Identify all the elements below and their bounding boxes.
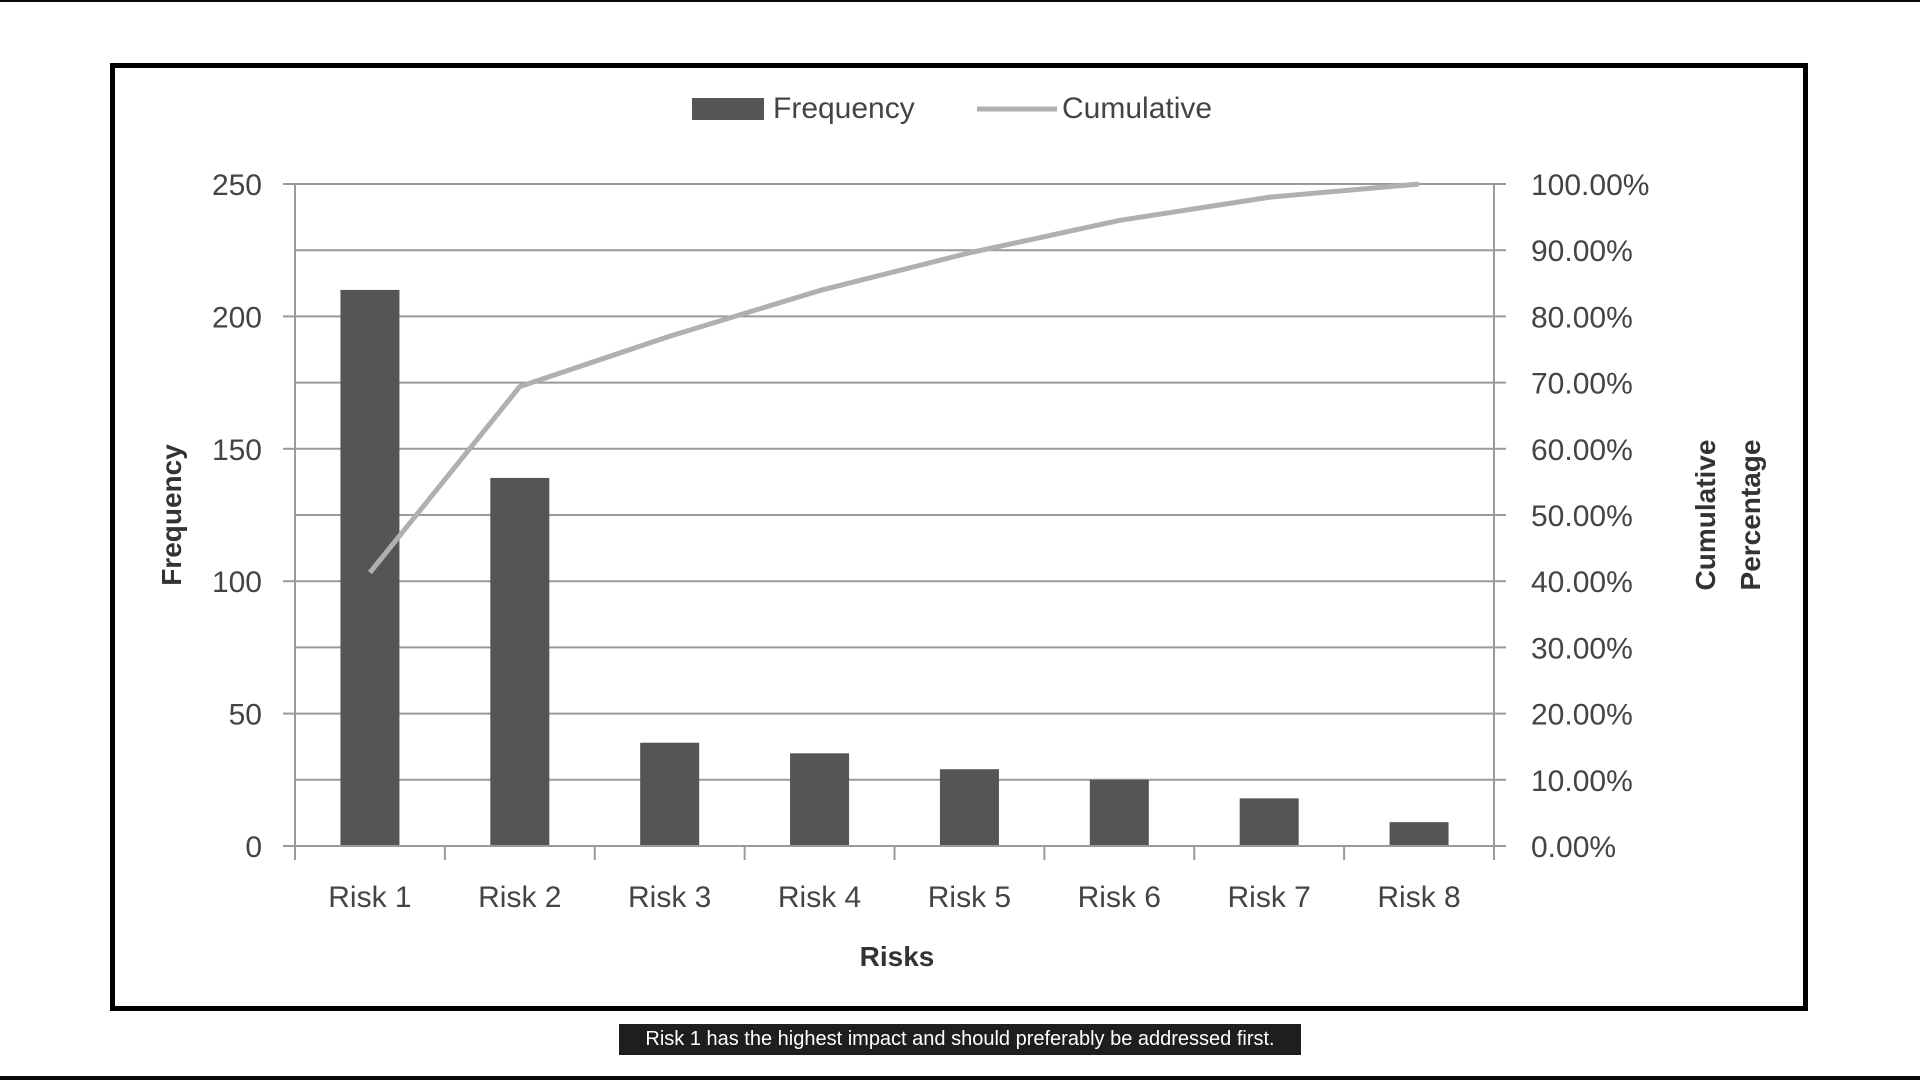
y2-tick-label: 10.00% (1531, 765, 1633, 798)
y-tick-label: 200 (212, 301, 262, 334)
y-tick-label: 0 (245, 831, 262, 864)
y-tick-label: 50 (229, 699, 262, 732)
bar (1389, 822, 1449, 846)
y2-tick-label: 70.00% (1531, 368, 1633, 401)
y2-tick-label: 40.00% (1531, 566, 1633, 599)
x-tick-label: Risk 3 (628, 881, 711, 914)
video-caption: Risk 1 has the highest impact and should… (619, 1024, 1301, 1055)
y2-tick-label: 90.00% (1531, 235, 1633, 268)
legend-label-cumulative: Cumulative (1062, 92, 1212, 125)
y2-tick-label: 60.00% (1531, 434, 1633, 467)
legend: Frequency Cumulative (692, 92, 1212, 125)
x-tick-label: Risk 8 (1377, 881, 1460, 914)
y2-tick-label: 100.00% (1531, 169, 1649, 202)
y2-tick-label: 80.00% (1531, 301, 1633, 334)
legend-swatch-frequency (692, 98, 764, 120)
bar (490, 477, 550, 846)
y-tick-label: 100 (212, 566, 262, 599)
bar (640, 742, 700, 846)
x-tick-label: Risk 7 (1228, 881, 1311, 914)
gridlines (295, 183, 1494, 847)
bars (340, 289, 1449, 846)
legend-label-frequency: Frequency (773, 92, 915, 125)
bar (1089, 779, 1149, 846)
x-tick-label: Risk 5 (928, 881, 1011, 914)
x-tick-label: Risk 2 (478, 881, 561, 914)
bar (1239, 798, 1299, 846)
y2-tick-label: 20.00% (1531, 699, 1633, 732)
top-border (0, 0, 1920, 2)
cumulative-line (367, 181, 1420, 575)
y2-tick-label: 30.00% (1531, 632, 1633, 665)
x-axis-title: Risks (860, 941, 935, 972)
y-tick-label: 150 (212, 434, 262, 467)
x-tick-label: Risk 1 (328, 881, 411, 914)
y2-axis-title-line1: Cumulative (1690, 440, 1721, 591)
bar (939, 769, 999, 846)
x-tick-label: Risk 6 (1078, 881, 1161, 914)
axes (283, 183, 1506, 860)
y-axis-title: Frequency (156, 444, 187, 586)
y2-axis-title-line2: Percentage (1735, 440, 1766, 591)
cumulative-line-group (367, 181, 1420, 575)
y2-tick-label: 0.00% (1531, 831, 1616, 864)
x-tick-label: Risk 4 (778, 881, 861, 914)
bar (340, 289, 400, 846)
tick-labels: 0 50 100 150 200 250 0.00% 10.00% 20.00% 30.00% 40… (212, 169, 1650, 914)
y-tick-label: 250 (212, 169, 262, 202)
bottom-border (0, 1076, 1920, 1080)
y2-tick-label: 50.00% (1531, 500, 1633, 533)
bar (790, 753, 850, 846)
